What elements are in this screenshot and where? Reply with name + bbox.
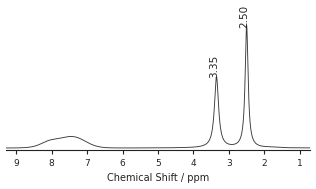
Text: 3.35: 3.35 — [209, 55, 219, 78]
X-axis label: Chemical Shift / ppm: Chemical Shift / ppm — [107, 174, 209, 184]
Text: 2.50: 2.50 — [239, 5, 249, 28]
